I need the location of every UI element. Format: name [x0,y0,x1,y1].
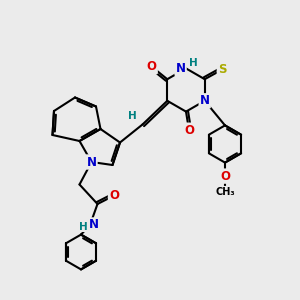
Text: H: H [189,58,198,68]
Text: H: H [79,221,88,232]
Text: N: N [86,155,97,169]
Text: S: S [218,63,226,76]
Text: O: O [109,189,119,202]
Text: N: N [200,94,210,107]
Text: N: N [176,62,186,75]
Text: O: O [147,60,157,73]
Text: O: O [184,124,194,137]
Text: CH₃: CH₃ [215,187,235,197]
Text: N: N [88,218,99,232]
Text: H: H [128,111,136,121]
Text: O: O [220,169,230,183]
